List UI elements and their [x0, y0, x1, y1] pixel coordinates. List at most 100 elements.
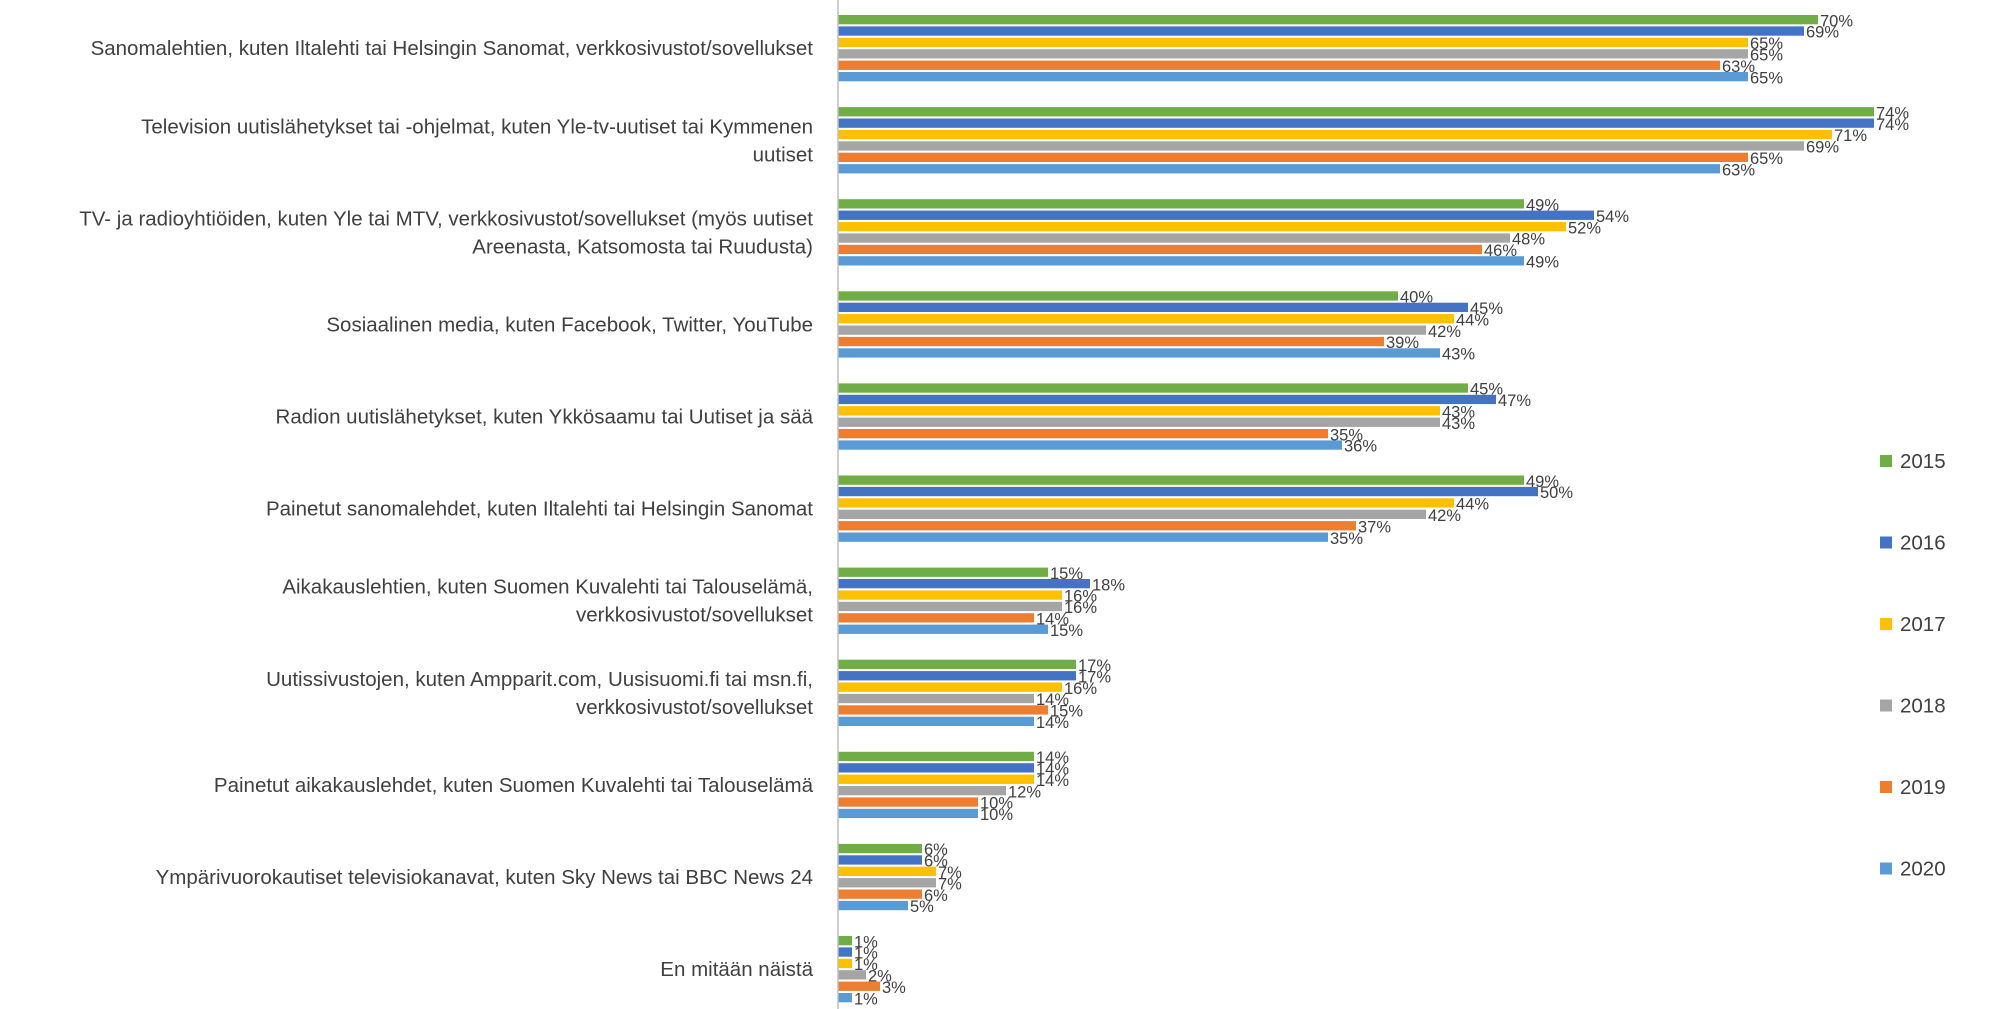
data-label: 2% — [868, 968, 892, 986]
bar-2015 — [838, 291, 1398, 301]
category-label-line: Radion uutislähetykset, kuten Ykkösaamu … — [276, 406, 814, 429]
data-label: 1% — [854, 945, 878, 963]
category-label: Radion uutislähetykset, kuten Ykkösaamu … — [276, 406, 814, 429]
data-label: 43% — [1442, 404, 1475, 422]
data-label: 43% — [1442, 346, 1475, 364]
data-label: 1% — [854, 990, 878, 1008]
data-label: 12% — [1008, 783, 1041, 801]
bar-2017 — [838, 314, 1454, 324]
bar-2018 — [838, 509, 1426, 519]
bar-2019 — [838, 244, 1482, 255]
legend-swatch-2016 — [1880, 536, 1892, 549]
category-label: Painetut sanomalehdet, kuten Iltalehti t… — [266, 498, 813, 521]
legend-label-2016: 2016 — [1900, 532, 1946, 555]
bar-2016 — [838, 763, 1034, 773]
bar-2016 — [838, 302, 1468, 312]
bar-2016 — [838, 855, 922, 865]
category-label: Uutissivustojen, kuten Ampparit.com, Uus… — [266, 668, 813, 719]
bar-2018 — [838, 786, 1006, 796]
bar-2017 — [838, 222, 1566, 232]
data-label: 14% — [1036, 714, 1069, 732]
bar-2015 — [838, 936, 852, 946]
bar-2015 — [838, 475, 1524, 485]
bar-2017 — [838, 498, 1454, 508]
category-label: Aikakauslehtien, kuten Suomen Kuvalehti … — [282, 576, 813, 627]
bar-2020 — [838, 348, 1440, 358]
bar-2015 — [838, 15, 1818, 25]
bar-2017 — [838, 774, 1034, 784]
data-label: 54% — [1596, 208, 1629, 226]
category-label-line: Painetut aikakauslehdet, kuten Suomen Ku… — [214, 774, 814, 797]
bar-2020 — [838, 808, 978, 819]
bar-2018 — [838, 693, 1034, 704]
bar-2020 — [838, 440, 1342, 450]
category-label-line: uutiset — [753, 143, 814, 166]
category-label: Television uutislähetykset tai -ohjelmat… — [141, 115, 813, 166]
bar-2015 — [838, 107, 1874, 117]
category-labels: Sanomalehtien, kuten Iltalehti tai Helsi… — [79, 37, 813, 981]
category-label-line: Painetut sanomalehdet, kuten Iltalehti t… — [266, 498, 813, 521]
bar-2017 — [838, 866, 936, 876]
data-label: 42% — [1428, 507, 1461, 525]
data-label: 63% — [1722, 58, 1755, 76]
category-label-line: Sosiaalinen media, kuten Facebook, Twitt… — [326, 313, 813, 336]
data-label: 16% — [1064, 599, 1097, 617]
bar-2016 — [838, 671, 1076, 681]
bar-2016 — [838, 579, 1090, 589]
bar-2019 — [838, 889, 922, 899]
data-label: 45% — [1470, 381, 1503, 399]
data-label: 18% — [1092, 576, 1125, 594]
data-label: 74% — [1876, 116, 1909, 134]
category-label-line: En mitään näistä — [660, 958, 813, 981]
data-label: 6% — [924, 887, 948, 905]
data-label: 65% — [1750, 150, 1783, 168]
data-label: 1% — [854, 933, 878, 951]
data-label: 16% — [1064, 680, 1097, 698]
category-label-line: verkkosivustot/sovellukset — [576, 604, 813, 627]
bar-2019 — [838, 521, 1356, 531]
data-label: 6% — [924, 853, 948, 871]
data-label: 46% — [1484, 242, 1517, 260]
data-label: 47% — [1498, 392, 1531, 410]
data-label: 3% — [882, 979, 906, 997]
bar-2016 — [838, 486, 1538, 497]
category-label-line: Aikakauslehtien, kuten Suomen Kuvalehti … — [282, 576, 813, 599]
data-label: 14% — [1036, 749, 1069, 767]
category-label: Painetut aikakauslehdet, kuten Suomen Ku… — [214, 774, 814, 797]
data-label: 69% — [1806, 139, 1839, 157]
bar-2019 — [838, 60, 1720, 70]
data-label: 37% — [1358, 518, 1391, 536]
legend: 2015 2016 2017 2018 2019 2020 — [1880, 450, 1946, 881]
data-label: 39% — [1386, 334, 1419, 352]
data-label: 63% — [1722, 161, 1755, 179]
data-label: 74% — [1876, 104, 1909, 122]
data-label: 44% — [1456, 496, 1489, 514]
bar-2020 — [838, 716, 1034, 726]
bar-2016 — [838, 947, 852, 957]
bar-2019 — [838, 613, 1034, 623]
data-label: 17% — [1078, 668, 1111, 686]
category-label-line: Sanomalehtien, kuten Iltalehti tai Helsi… — [91, 37, 814, 60]
data-label: 65% — [1750, 47, 1783, 65]
legend-label-2015: 2015 — [1900, 450, 1946, 473]
legend-swatch-2017 — [1880, 618, 1892, 630]
bar-2016 — [838, 394, 1496, 405]
bar-2015 — [838, 567, 1048, 577]
bar-2018 — [838, 417, 1440, 427]
category-label-line: Areenasta, Katsomosta tai Ruudusta) — [472, 235, 813, 258]
bar-2019 — [838, 705, 1048, 715]
data-label: 7% — [938, 875, 962, 893]
data-label: 14% — [1036, 761, 1069, 779]
data-label: 45% — [1470, 300, 1503, 318]
bar-2020 — [838, 164, 1720, 174]
bar-2017 — [838, 406, 1440, 416]
data-label: 50% — [1540, 484, 1573, 502]
bar-2017 — [838, 682, 1062, 692]
data-label: 49% — [1526, 197, 1559, 215]
data-label: 6% — [924, 841, 948, 859]
data-label: 49% — [1526, 254, 1559, 272]
data-label: 10% — [980, 806, 1013, 824]
data-label: 17% — [1078, 657, 1111, 675]
bar-2018 — [838, 49, 1748, 59]
bar-2015 — [838, 199, 1524, 209]
